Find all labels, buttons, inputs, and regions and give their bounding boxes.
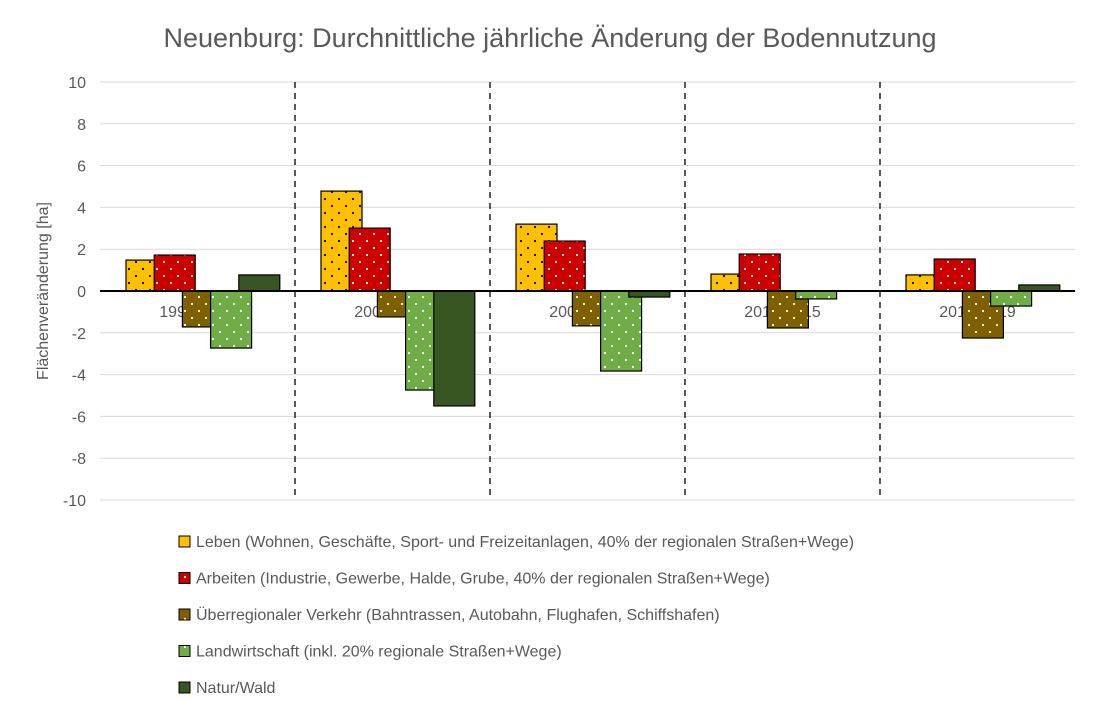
legend-swatch (178, 572, 191, 584)
y-tick-label: 2 (77, 242, 86, 259)
y-tick-label: -4 (72, 368, 86, 385)
legend-swatch (178, 535, 191, 548)
bar (433, 290, 476, 407)
bar (933, 258, 976, 292)
bar (599, 290, 643, 372)
legend-label: Überregionaler Verkehr (Bahntrassen, Aut… (196, 606, 720, 624)
bar (238, 274, 281, 292)
legend-swatch (178, 645, 191, 657)
bar (738, 253, 781, 292)
legend-label: Arbeiten (Industrie, Gewerbe, Halde, Gru… (196, 571, 770, 588)
bar (348, 227, 391, 292)
legend-swatch (178, 608, 191, 621)
bar (210, 290, 253, 349)
y-tick-label: -6 (72, 409, 86, 426)
y-tick-label: -2 (72, 326, 86, 343)
bar (543, 240, 586, 292)
y-tick-label: 8 (77, 117, 86, 134)
y-axis-label: Flächenveränderung [ha] (35, 202, 52, 380)
legend-swatch (178, 681, 191, 694)
y-tick-label: 0 (77, 284, 86, 301)
bar (989, 290, 1033, 307)
legend-label: Landwirtschaft (inkl. 20% regionale Stra… (196, 644, 562, 661)
bar (794, 290, 838, 300)
bar (153, 254, 196, 292)
y-tick-label: 4 (77, 200, 86, 217)
y-tick-label: 10 (68, 75, 86, 92)
legend-label: Leben (Wohnen, Geschäfte, Sport- und Fre… (196, 534, 854, 551)
y-tick-label: 6 (77, 159, 86, 176)
y-tick-label: -10 (63, 493, 86, 510)
legend-label: Natur/Wald (196, 680, 275, 697)
y-tick-label: -8 (72, 451, 86, 468)
chart-title: Neuenburg: Durchnittliche jährliche Ände… (163, 23, 936, 53)
